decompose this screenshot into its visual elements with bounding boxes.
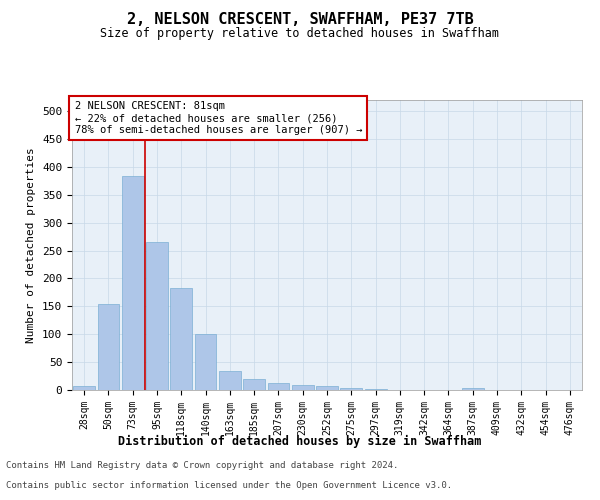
Bar — [316, 386, 338, 390]
Text: Size of property relative to detached houses in Swaffham: Size of property relative to detached ho… — [101, 28, 499, 40]
Text: Contains public sector information licensed under the Open Government Licence v3: Contains public sector information licen… — [6, 481, 452, 490]
Bar — [122, 176, 143, 390]
Bar — [97, 304, 119, 390]
Bar — [268, 384, 289, 390]
Bar — [194, 334, 217, 390]
Bar — [170, 288, 192, 390]
Text: Distribution of detached houses by size in Swaffham: Distribution of detached houses by size … — [118, 435, 482, 448]
Bar — [73, 386, 95, 390]
Text: Contains HM Land Registry data © Crown copyright and database right 2024.: Contains HM Land Registry data © Crown c… — [6, 461, 398, 470]
Bar — [292, 385, 314, 390]
Bar — [340, 388, 362, 390]
Bar — [462, 388, 484, 390]
Y-axis label: Number of detached properties: Number of detached properties — [26, 147, 37, 343]
Text: 2, NELSON CRESCENT, SWAFFHAM, PE37 7TB: 2, NELSON CRESCENT, SWAFFHAM, PE37 7TB — [127, 12, 473, 28]
Bar — [243, 379, 265, 390]
Bar — [219, 371, 241, 390]
Bar — [146, 242, 168, 390]
Text: 2 NELSON CRESCENT: 81sqm
← 22% of detached houses are smaller (256)
78% of semi-: 2 NELSON CRESCENT: 81sqm ← 22% of detach… — [74, 102, 362, 134]
